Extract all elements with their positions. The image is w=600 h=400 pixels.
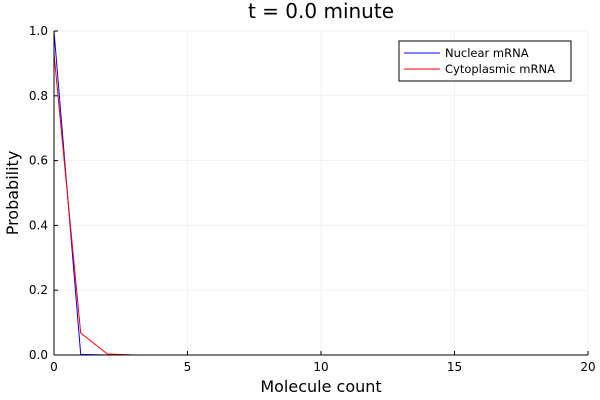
legend-box <box>398 40 572 82</box>
y-tick-label: 0.0 <box>29 348 48 362</box>
tick-labels: 0 5 10 15 20 0.0 0.2 0.4 0.6 0.8 1.0 <box>29 24 596 374</box>
y-tick-label: 0.6 <box>29 154 48 168</box>
axes <box>53 30 589 356</box>
y-axis-label: Probability <box>3 151 22 236</box>
x-axis-label: Molecule count <box>260 377 381 396</box>
y-tick-label: 0.2 <box>29 283 48 297</box>
legend: Nuclear mRNA Cytoplasmic mRNA <box>398 40 572 82</box>
x-tick-label: 20 <box>580 360 595 374</box>
x-tick-label: 0 <box>50 360 58 374</box>
chart-title: t = 0.0 minute <box>248 0 394 23</box>
y-tick-label: 0.4 <box>29 218 48 232</box>
x-tick-label: 10 <box>313 360 328 374</box>
y-tick-label: 0.8 <box>29 89 48 103</box>
x-tick-label: 5 <box>184 360 192 374</box>
x-tick-label: 15 <box>447 360 462 374</box>
legend-label-0: Nuclear mRNA <box>445 46 529 60</box>
legend-label-1: Cytoplasmic mRNA <box>445 62 555 76</box>
y-tick-label: 1.0 <box>29 24 48 38</box>
